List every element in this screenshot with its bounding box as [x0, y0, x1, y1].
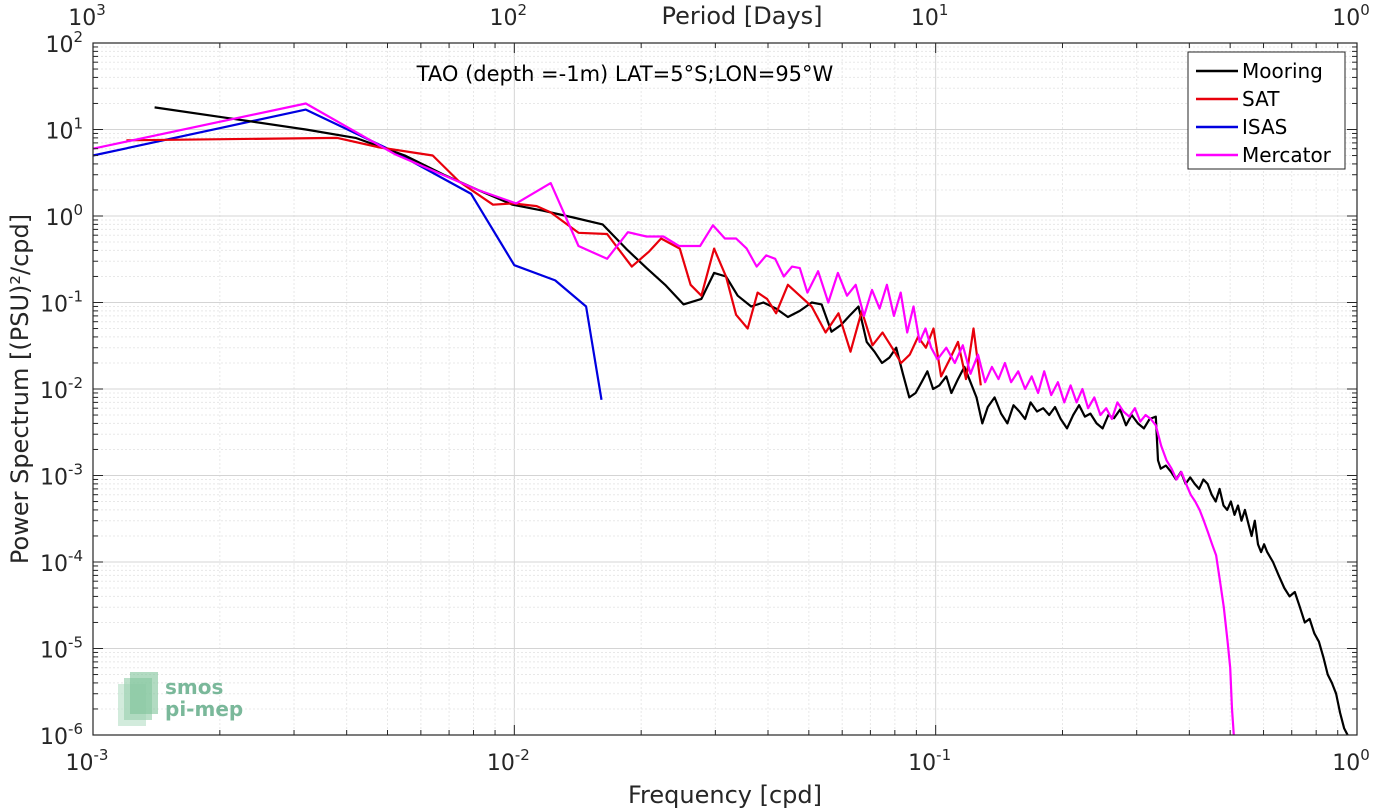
y-tick-label: 10-6 [40, 720, 83, 750]
chart-title: TAO (depth =-1m) LAT=5°S;LON=95°W [416, 62, 834, 86]
y-axis-label: Power Spectrum [(PSU)²/cpd] [6, 214, 34, 564]
top-tick-label: 101 [911, 1, 949, 31]
y-tick-label: 102 [45, 28, 83, 58]
x-tick-label: 10-2 [487, 746, 530, 776]
legend-label-isas: ISAS [1242, 115, 1287, 139]
tick-marks [92, 43, 1357, 736]
y-tick-label: 101 [45, 115, 83, 145]
legend: Mooring SAT ISAS Mercator [1187, 51, 1346, 170]
logo-line1: smos [165, 675, 223, 699]
y-tick-label: 10-5 [40, 634, 83, 664]
y-tick-label: 10-1 [40, 288, 83, 318]
y-tick-label: 10-3 [40, 461, 83, 491]
series-line-mooring [154, 106, 1349, 736]
top-tick-label: 100 [1332, 1, 1370, 31]
x-tick-label: 100 [1332, 746, 1370, 776]
y-tick-label: 100 [45, 201, 83, 231]
x-tick-label: 10-3 [66, 746, 109, 776]
legend-label-mercator: Mercator [1242, 143, 1332, 167]
smos-pi-mep-logo: smos pi-mep [118, 672, 243, 726]
y-tick-label: 10-2 [40, 374, 83, 404]
x-axis-label: Frequency [cpd] [628, 781, 822, 809]
legend-label-sat: SAT [1242, 87, 1280, 111]
logo-line2: pi-mep [165, 697, 243, 721]
top-tick-label: 103 [68, 1, 106, 31]
series-lines [92, 102, 1349, 736]
y-tick-label: 10-4 [40, 547, 83, 577]
series-line-sat [126, 136, 982, 386]
series-line-isas [92, 108, 603, 400]
top-tick-label: 102 [490, 1, 528, 31]
legend-label-mooring: Mooring [1242, 59, 1323, 83]
top-axis-label: Period [Days] [661, 2, 822, 30]
series-line-mercator [92, 102, 1235, 736]
x-tick-label: 10-1 [908, 746, 951, 776]
